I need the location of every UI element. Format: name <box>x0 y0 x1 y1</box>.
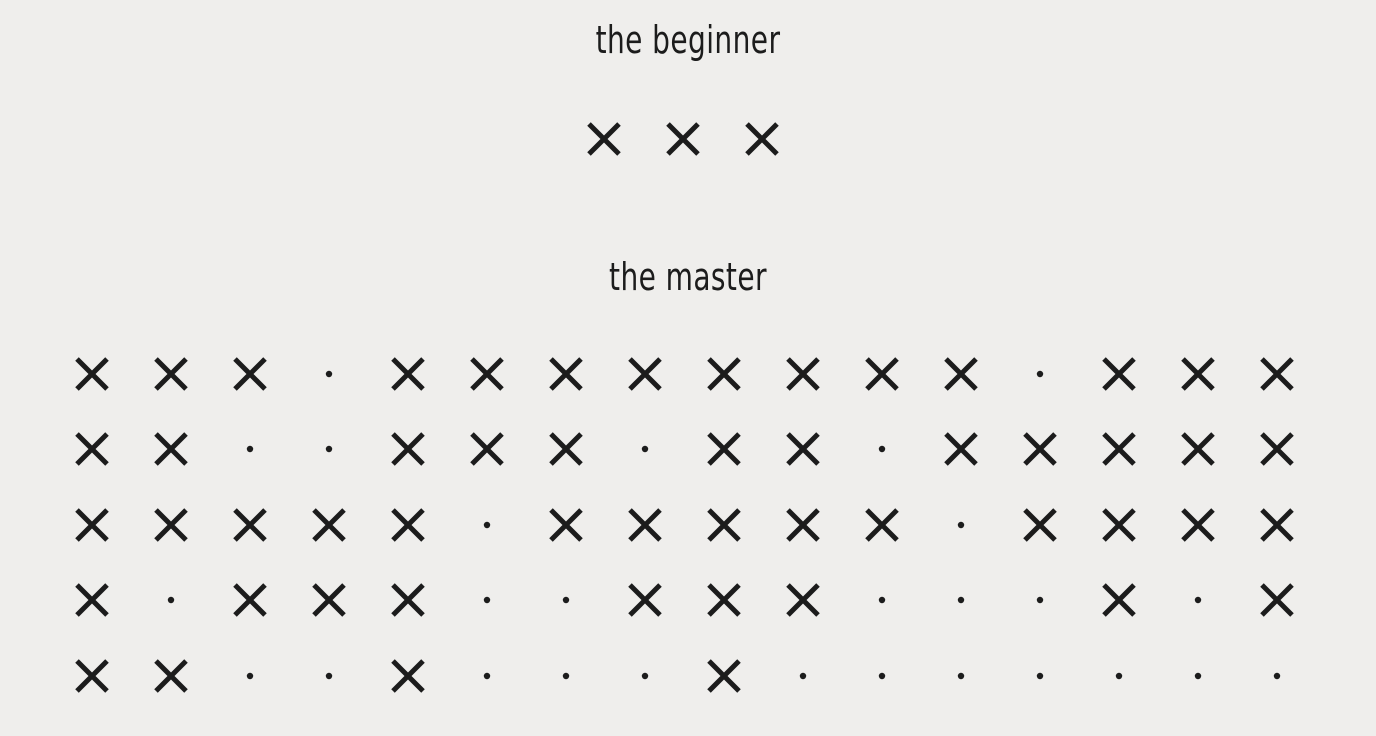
cross-mark <box>210 563 289 639</box>
cross-mark <box>684 336 763 412</box>
cross-mark <box>1079 487 1158 563</box>
cross-mark <box>1237 336 1316 412</box>
cross-mark <box>368 563 447 639</box>
cross-mark <box>131 487 210 563</box>
dot-mark <box>1000 336 1079 412</box>
dot-mark <box>131 563 210 639</box>
cross-mark <box>526 487 605 563</box>
cross-mark <box>684 638 763 714</box>
beginner-marks <box>564 101 801 177</box>
master-marks <box>52 336 1316 714</box>
cross-mark <box>368 336 447 412</box>
cross-mark <box>447 412 526 488</box>
cross-mark <box>52 412 131 488</box>
cross-mark <box>526 412 605 488</box>
cross-mark <box>842 487 921 563</box>
cross-mark <box>131 412 210 488</box>
dot-mark <box>842 563 921 639</box>
dot-mark <box>921 563 1000 639</box>
cross-mark <box>52 336 131 412</box>
beginner-title: the beginner <box>595 18 781 62</box>
dot-mark <box>1079 638 1158 714</box>
dot-mark <box>842 412 921 488</box>
cross-mark <box>368 412 447 488</box>
cross-mark <box>131 638 210 714</box>
dot-mark <box>289 412 368 488</box>
cross-mark <box>210 336 289 412</box>
cross-mark <box>763 412 842 488</box>
dot-mark <box>447 563 526 639</box>
cross-mark <box>1079 412 1158 488</box>
dot-mark <box>921 487 1000 563</box>
dot-mark <box>289 336 368 412</box>
dot-mark <box>210 412 289 488</box>
cross-mark <box>921 412 1000 488</box>
dot-mark <box>605 638 684 714</box>
dot-mark <box>447 638 526 714</box>
cross-mark <box>722 101 801 177</box>
dot-mark <box>1237 638 1316 714</box>
dot-mark <box>210 638 289 714</box>
cross-mark <box>1000 412 1079 488</box>
cross-mark <box>1237 563 1316 639</box>
dot-mark <box>763 638 842 714</box>
cross-mark <box>763 563 842 639</box>
cross-mark <box>684 563 763 639</box>
cross-mark <box>52 638 131 714</box>
cross-mark <box>1079 336 1158 412</box>
dot-mark <box>1158 638 1237 714</box>
cross-mark <box>368 638 447 714</box>
cross-mark <box>605 336 684 412</box>
cross-mark <box>763 336 842 412</box>
cross-mark <box>52 563 131 639</box>
master-title: the master <box>609 255 767 299</box>
cross-mark <box>684 412 763 488</box>
dot-mark <box>1158 563 1237 639</box>
cross-mark <box>1079 563 1158 639</box>
cross-mark <box>1237 487 1316 563</box>
dot-mark <box>526 638 605 714</box>
cross-mark <box>1000 487 1079 563</box>
cross-mark <box>368 487 447 563</box>
cross-mark <box>643 101 722 177</box>
cross-mark <box>289 563 368 639</box>
cross-mark <box>684 487 763 563</box>
cross-mark <box>131 336 210 412</box>
cross-mark <box>1158 412 1237 488</box>
dot-mark <box>289 638 368 714</box>
dot-mark <box>605 412 684 488</box>
dot-mark <box>842 638 921 714</box>
dot-mark <box>526 563 605 639</box>
cross-mark <box>52 487 131 563</box>
cross-mark <box>289 487 368 563</box>
cross-mark <box>605 487 684 563</box>
cross-mark <box>210 487 289 563</box>
cross-mark <box>921 336 1000 412</box>
dot-mark <box>921 638 1000 714</box>
dot-mark <box>447 487 526 563</box>
cross-mark <box>1237 412 1316 488</box>
dot-mark <box>1000 563 1079 639</box>
cross-mark <box>1158 336 1237 412</box>
cross-mark <box>605 563 684 639</box>
cross-mark <box>763 487 842 563</box>
dot-mark <box>1000 638 1079 714</box>
cross-mark <box>526 336 605 412</box>
cross-mark <box>1158 487 1237 563</box>
cross-mark <box>447 336 526 412</box>
cross-mark <box>564 101 643 177</box>
cross-mark <box>842 336 921 412</box>
